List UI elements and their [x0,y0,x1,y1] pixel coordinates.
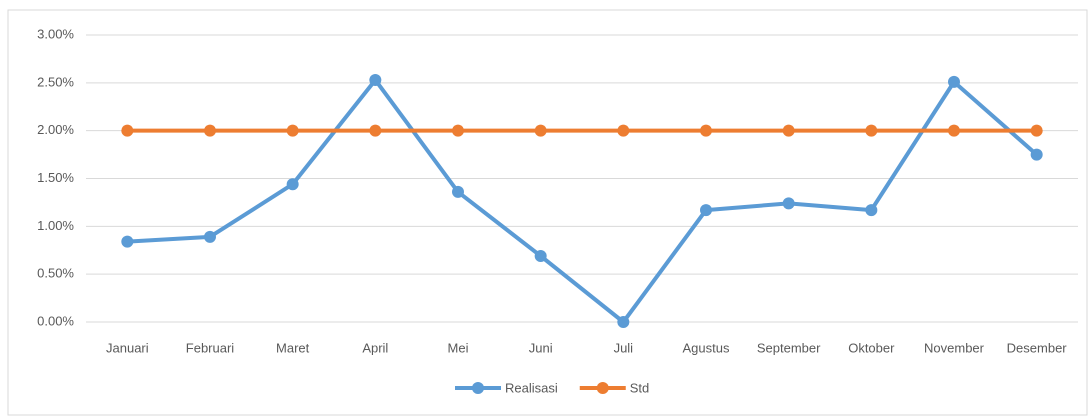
x-tick-label: November [924,340,985,355]
data-point [534,249,547,262]
data-point [1030,124,1043,137]
data-point [369,73,382,86]
data-point [286,124,299,137]
x-tick-label: September [757,340,821,355]
x-tick-label: Juli [614,340,634,355]
legend-marker [596,382,609,394]
data-point [121,235,134,248]
data-point [948,124,960,137]
y-tick-label: 0.00% [37,313,74,328]
legend-marker [472,382,484,394]
data-point [782,197,795,210]
data-point [782,124,795,137]
y-tick-label: 2.00% [37,122,74,137]
data-point [204,124,216,137]
legend-label: Realisasi [505,380,558,395]
data-point [286,178,299,191]
y-tick-label: 1.50% [37,170,74,185]
chart-frame [7,9,1088,416]
y-tick-label: 3.00% [37,26,74,41]
series-line [127,77,1038,324]
y-tick-label: 2.50% [37,74,74,89]
data-point [204,230,216,243]
data-point [617,124,630,137]
data-point [700,124,712,137]
x-tick-label: Januari [106,340,149,355]
x-tick-label: Mei [448,340,469,355]
x-tick-label: Februari [186,340,235,355]
y-tick-label: 0.50% [37,266,74,281]
data-point [121,124,134,137]
data-point [452,185,464,198]
x-tick-label: Desember [1007,340,1068,355]
x-tick-label: April [362,340,388,355]
data-point [534,124,547,137]
data-point [948,75,960,88]
data-point [865,124,878,137]
data-point [369,124,382,137]
x-tick-label: Juni [529,340,553,355]
x-tick-label: Maret [276,340,310,355]
data-point [617,316,630,328]
data-point [700,204,712,217]
x-tick-label: Oktober [848,340,895,355]
data-point [1030,148,1043,161]
legend-label: Std [630,380,650,395]
data-point [865,204,878,217]
x-tick-label: Agustus [683,340,730,355]
data-point [452,124,464,137]
y-tick-label: 1.00% [37,218,74,233]
